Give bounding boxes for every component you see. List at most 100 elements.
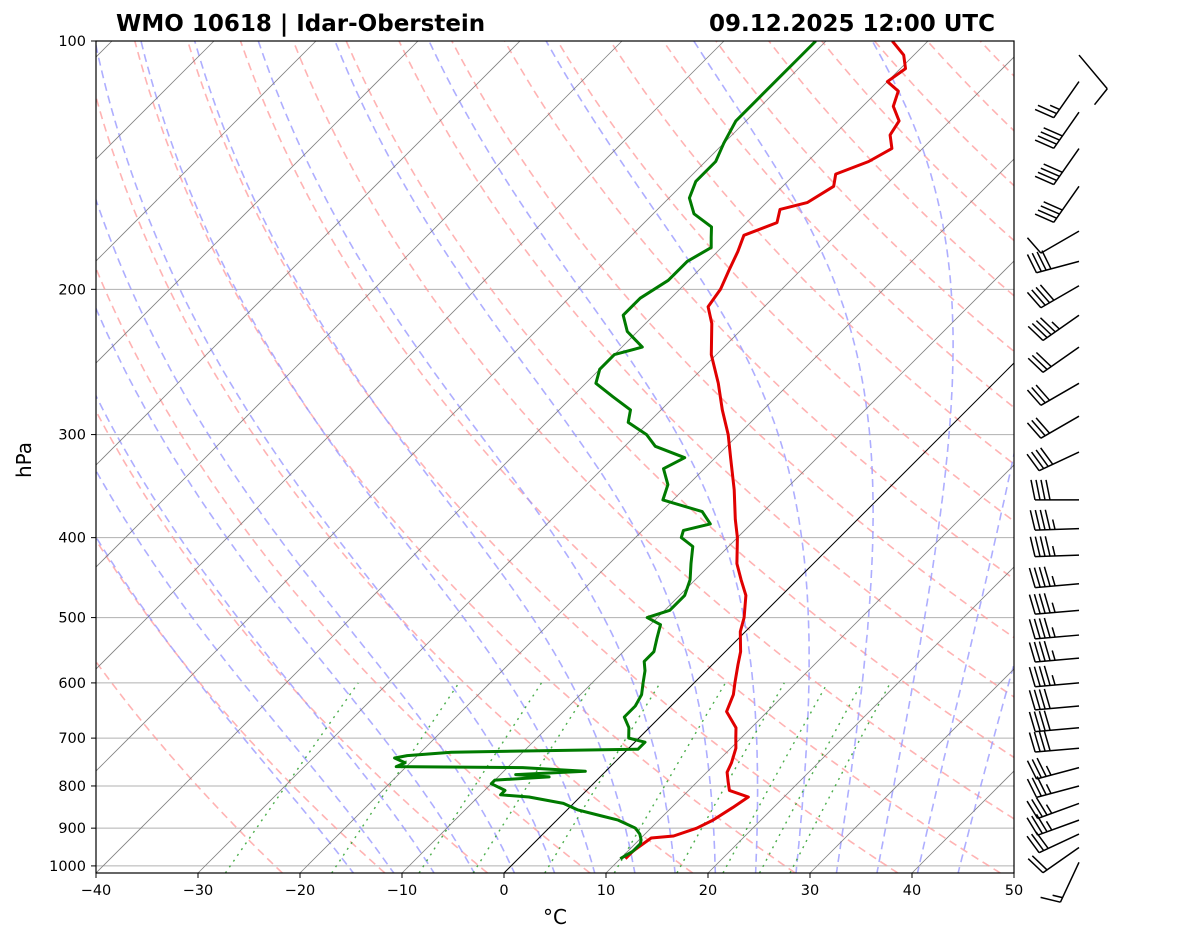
wind-barb: [1026, 250, 1080, 274]
barb-full: [1026, 291, 1042, 309]
barb-full: [1033, 641, 1041, 662]
isotherm: [96, 41, 419, 364]
wind-barb: [1028, 593, 1080, 615]
wind-barb: [1027, 346, 1080, 373]
barb-full: [1035, 351, 1052, 368]
barb-full: [1031, 855, 1048, 871]
barb-full: [1026, 800, 1039, 819]
barb-staff: [1040, 415, 1080, 439]
barb-full: [1031, 289, 1046, 306]
barb-half: [1045, 804, 1053, 814]
wind-barb: [1029, 509, 1080, 531]
moist-adiabat: [140, 41, 596, 873]
barb-full: [1041, 250, 1052, 270]
dry-adiabat: [96, 266, 591, 873]
mixing-ratio-line: [789, 682, 891, 873]
barb-full: [1040, 131, 1060, 141]
datetime-title: 09.12.2025 12:00 UTC: [709, 11, 995, 37]
moist-adiabat: [257, 41, 676, 873]
barb-staff: [1038, 833, 1080, 854]
y-tick-label: 700: [58, 731, 86, 747]
barb-full: [1029, 510, 1036, 531]
barb-full: [1026, 817, 1039, 836]
barb-staff: [1035, 554, 1080, 558]
barb-full: [1043, 640, 1051, 661]
barb-staff: [1059, 861, 1080, 903]
barb-staff: [1037, 802, 1080, 820]
barb-full: [1037, 209, 1057, 219]
barb-full: [1026, 389, 1042, 406]
dry-adiabat: [186, 41, 899, 873]
barb-full: [1031, 759, 1043, 779]
barb-full: [1033, 711, 1041, 732]
barb-full: [1040, 479, 1046, 501]
barb-staff: [1078, 54, 1108, 90]
barb-half: [1051, 321, 1060, 330]
barb-full: [1043, 688, 1051, 709]
barb-full: [1031, 777, 1043, 797]
dry-adiabat: [926, 41, 1014, 132]
barb-staff: [1053, 148, 1080, 185]
barb-half: [1045, 765, 1052, 776]
barb-full: [1038, 566, 1046, 587]
background-lines: [96, 41, 1014, 873]
barb-full: [1038, 731, 1046, 752]
wind-barb: [1026, 797, 1080, 820]
barb-full: [1031, 386, 1046, 404]
barb-full: [1028, 642, 1036, 663]
moist-adiabat: [96, 41, 556, 873]
isotherm: [96, 41, 521, 466]
x-axis-label: °C: [543, 905, 567, 929]
barb-full: [1031, 354, 1048, 371]
barb-full: [1033, 731, 1041, 752]
barb-half: [1051, 575, 1056, 587]
barb-full: [1026, 237, 1042, 254]
barb-full: [1093, 88, 1108, 106]
moist-adiabat: [96, 469, 395, 873]
isotherm: [299, 158, 1014, 873]
barb-half: [1051, 650, 1056, 661]
barb-staff: [1035, 583, 1080, 589]
barb-full: [1043, 127, 1063, 137]
barb-full: [1038, 666, 1046, 687]
wind-barb: [1034, 81, 1080, 119]
barb-half: [1049, 104, 1060, 111]
barb-full: [1043, 665, 1051, 686]
barb-full: [1027, 858, 1044, 874]
profile-lines: [393, 41, 907, 860]
x-tick-label: 30: [801, 883, 819, 899]
barb-staff: [1035, 682, 1080, 688]
moist-adiabat: [96, 535, 355, 873]
barb-staff: [1042, 346, 1080, 373]
barb-half: [1051, 674, 1056, 686]
barb-full: [1028, 732, 1036, 753]
barb-full: [1036, 776, 1047, 796]
barb-full: [1034, 139, 1055, 149]
barb-full: [1030, 833, 1045, 852]
barb-staff: [1042, 846, 1080, 874]
wind-barb: [1026, 382, 1080, 406]
barb-staff: [1053, 81, 1080, 119]
barb-full: [1045, 479, 1051, 501]
x-tick-label: 0: [499, 883, 508, 899]
barb-full: [1039, 509, 1046, 530]
wind-barb: [1026, 813, 1080, 836]
wind-barb: [1026, 831, 1080, 854]
y-tick-label: 300: [58, 428, 86, 444]
x-tick-label: −20: [285, 883, 316, 899]
barb-full: [1031, 252, 1043, 272]
isotherm: [605, 464, 1014, 873]
barb-half: [1051, 519, 1056, 530]
barb-staff: [1042, 314, 1080, 342]
y-tick-label: 1000: [49, 859, 86, 875]
barb-full: [1038, 641, 1046, 662]
wind-barb: [1078, 54, 1108, 106]
barb-full: [1039, 284, 1055, 301]
barb-full: [1026, 760, 1038, 780]
barb-full: [1033, 666, 1041, 687]
mixing-ratio-line: [472, 682, 594, 873]
y-tick-label: 600: [58, 676, 86, 692]
barb-full: [1043, 566, 1051, 587]
barb-staff: [1035, 609, 1080, 615]
isotherm: [96, 41, 623, 568]
